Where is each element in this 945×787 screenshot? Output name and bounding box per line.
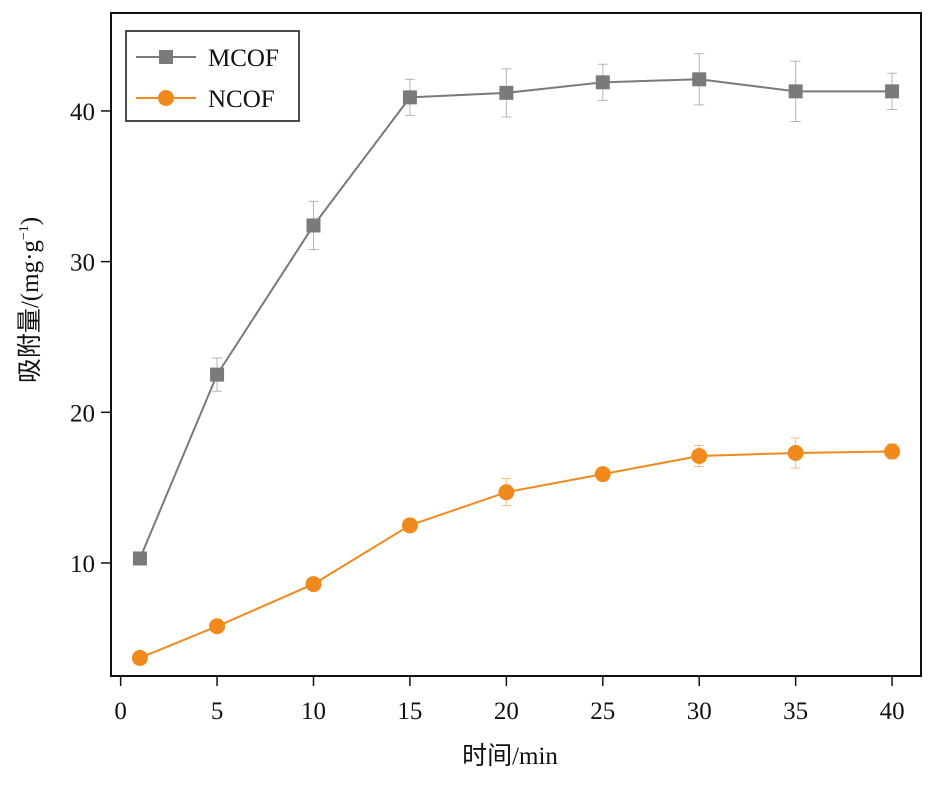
point-mcof	[788, 84, 803, 99]
point-mcof	[692, 72, 707, 87]
y-tick-label: 40	[70, 99, 95, 126]
point-mcof	[885, 84, 900, 99]
series-mcof	[132, 53, 900, 566]
x-tick-label: 25	[590, 698, 615, 725]
point-ncof	[305, 576, 322, 593]
series-line-ncof	[139, 450, 893, 659]
point-mcof	[595, 75, 610, 90]
legend-box	[125, 30, 300, 122]
x-tick-label: 15	[397, 698, 422, 725]
point-ncof	[594, 466, 611, 483]
point-ncof	[209, 618, 226, 635]
point-ncof	[884, 443, 901, 460]
x-tick-label: 35	[783, 698, 808, 725]
x-axis: 0 5 10 15 20 25 30 35 40	[114, 676, 905, 725]
y-tick-label: 10	[70, 551, 95, 578]
point-mcof	[499, 85, 514, 100]
legend-marker-ncof	[158, 90, 174, 106]
legend: MCOF NCOF	[125, 30, 300, 122]
point-mcof	[402, 90, 417, 105]
x-tick-label: 5	[211, 698, 224, 725]
x-tick-label: 20	[494, 698, 519, 725]
legend-label-ncof: NCOF	[208, 86, 275, 113]
x-tick-label: 40	[880, 698, 905, 725]
y-tick-label: 20	[70, 400, 95, 427]
x-tick-label: 10	[301, 698, 326, 725]
series-ncof	[131, 437, 901, 666]
y-axis-label-close: )	[17, 217, 44, 225]
point-ncof	[131, 649, 148, 666]
point-mcof	[132, 551, 147, 566]
point-ncof	[787, 444, 804, 461]
point-ncof	[498, 484, 515, 501]
y-axis-label-main: 吸附量/(mg·g	[16, 240, 44, 384]
x-tick-label: 0	[114, 698, 127, 725]
y-axis: 10 20 30 40	[70, 99, 111, 578]
y-axis-label-sup: −1	[17, 225, 32, 240]
point-ncof	[691, 448, 708, 465]
y-axis-label: 吸附量/(mg·g−1)	[16, 217, 44, 383]
series-line-mcof	[139, 78, 893, 559]
point-mcof	[210, 367, 225, 382]
y-tick-label: 30	[70, 250, 95, 277]
x-tick-label: 30	[687, 698, 712, 725]
legend-marker-mcof	[159, 50, 173, 64]
x-axis-label: 时间/min	[462, 742, 558, 770]
point-ncof	[401, 517, 418, 534]
series-layer	[131, 53, 901, 666]
point-mcof	[306, 218, 321, 233]
plot-frame	[110, 12, 922, 677]
legend-label-mcof: MCOF	[208, 45, 279, 72]
